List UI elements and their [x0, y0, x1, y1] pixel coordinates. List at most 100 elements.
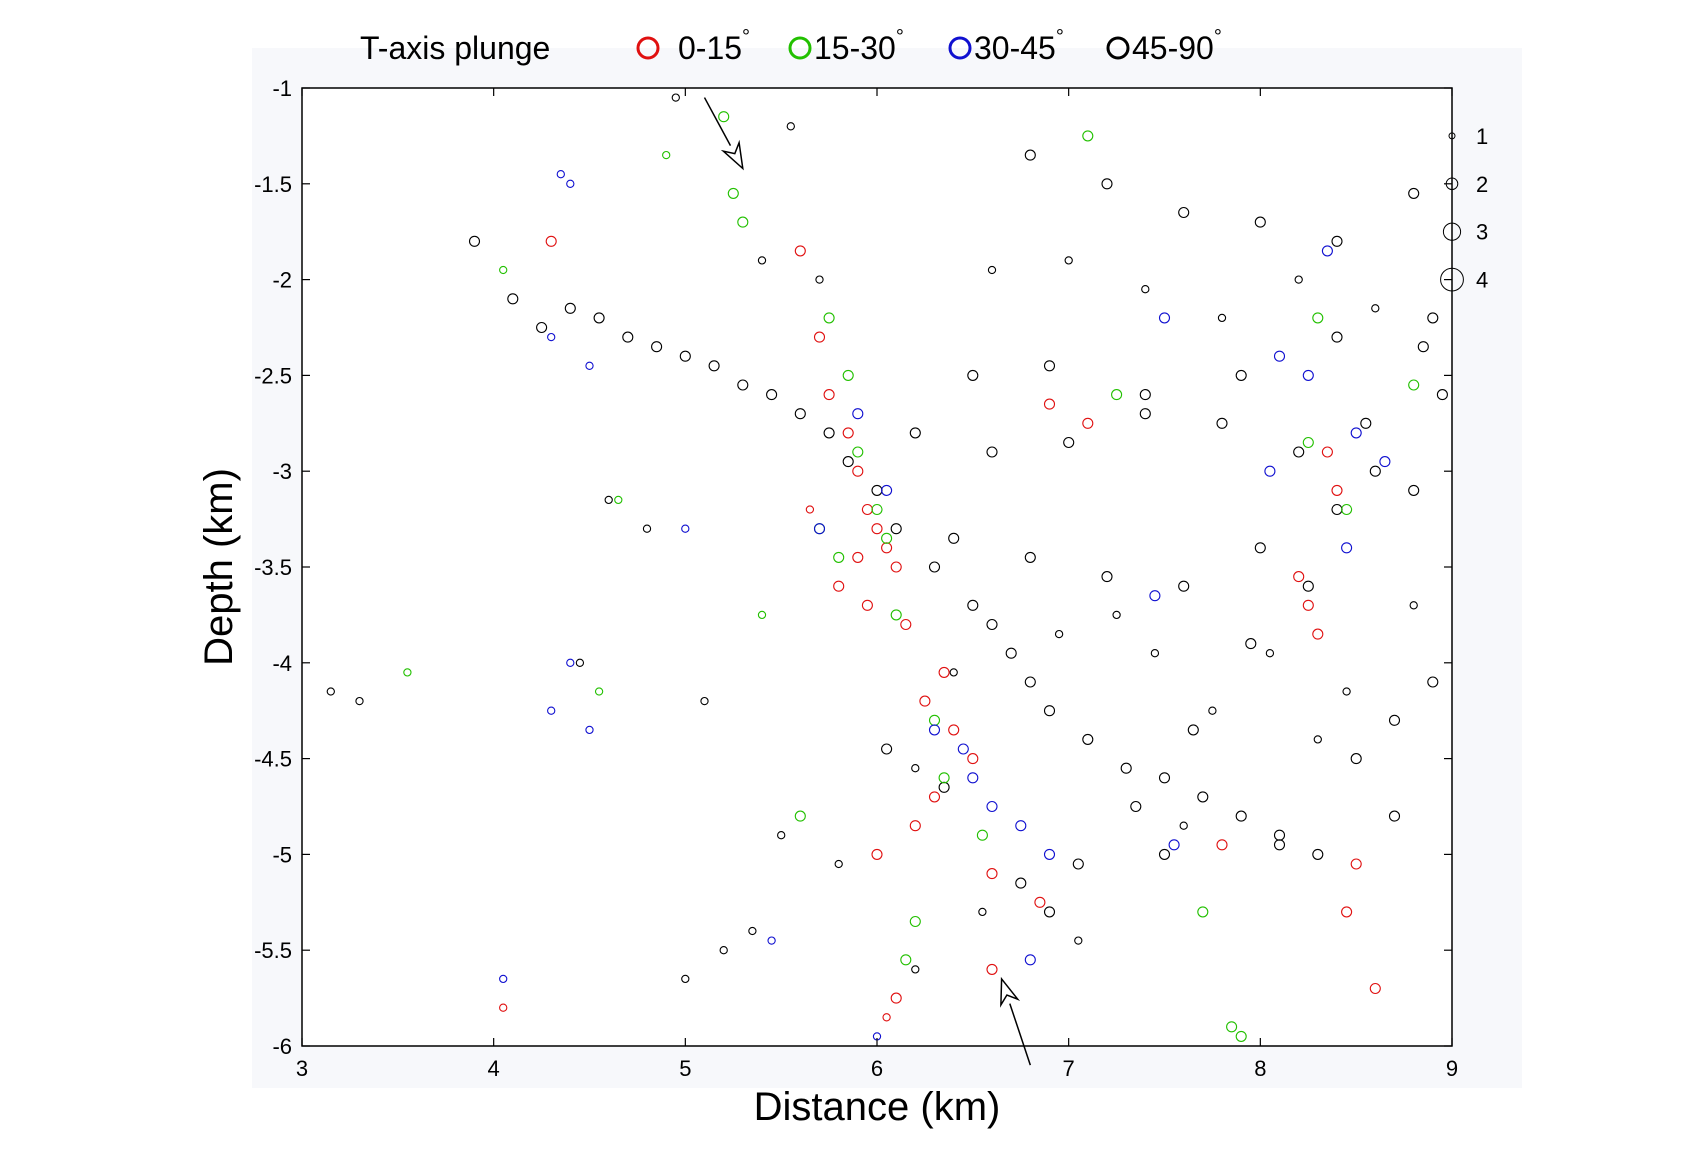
data-point — [986, 618, 998, 631]
data-point — [871, 503, 883, 516]
data-point — [1015, 877, 1027, 889]
data-point — [1341, 503, 1353, 516]
data-point — [1112, 610, 1121, 620]
legend-marker — [1106, 36, 1130, 60]
data-point — [614, 495, 623, 505]
data-point — [1245, 638, 1257, 650]
data-point — [1043, 360, 1056, 372]
y-tick-label: -2 — [272, 268, 292, 293]
data-point — [1313, 735, 1322, 744]
x-tick-label: 7 — [1063, 1056, 1075, 1081]
data-point — [871, 523, 883, 535]
data-point — [662, 150, 671, 160]
data-point — [911, 764, 920, 773]
data-point — [978, 907, 987, 917]
data-point — [1388, 714, 1401, 726]
data-point — [700, 696, 709, 706]
data-point — [786, 122, 795, 131]
data-point — [938, 772, 950, 784]
legend-label: 0-15° — [678, 26, 750, 66]
data-point — [777, 831, 786, 840]
data-point — [1158, 772, 1171, 784]
data-point — [1178, 580, 1190, 592]
data-point — [1120, 762, 1132, 774]
x-tick-label: 8 — [1254, 1056, 1266, 1081]
data-point — [499, 265, 508, 275]
data-point — [1254, 216, 1266, 228]
data-point — [499, 1003, 508, 1012]
data-point — [967, 599, 979, 611]
data-point — [852, 446, 864, 458]
magnitude-marker — [1445, 177, 1459, 191]
data-point — [1350, 753, 1362, 765]
data-point — [547, 332, 556, 342]
data-point — [986, 868, 998, 880]
data-point — [834, 859, 843, 869]
data-point — [986, 800, 998, 813]
scatter-points — [326, 93, 1448, 1042]
data-point — [909, 820, 921, 832]
data-point — [1273, 350, 1286, 362]
data-point — [545, 235, 557, 247]
data-point — [1312, 848, 1324, 860]
annotation-arrow-shaft — [703, 97, 732, 146]
data-point — [355, 696, 364, 706]
y-tick-label: -6 — [272, 1034, 292, 1059]
data-point — [881, 484, 893, 496]
magnitude-scale: 1 2 3 4 — [1440, 124, 1488, 293]
legend-entries: 0-15° 15-30° 30-45° 45-90° — [636, 26, 1222, 66]
data-point — [1015, 820, 1027, 832]
data-point — [1197, 906, 1209, 918]
data-point — [948, 724, 960, 736]
legend-marker — [948, 36, 972, 60]
data-point — [1054, 629, 1064, 639]
data-point — [967, 753, 979, 765]
data-point — [871, 848, 883, 860]
data-point — [671, 93, 680, 102]
data-point — [1072, 858, 1084, 870]
data-point — [566, 658, 575, 667]
data-point — [976, 829, 988, 841]
data-point — [967, 772, 979, 784]
data-point — [1063, 436, 1075, 449]
data-point — [1111, 389, 1123, 401]
data-point — [957, 743, 969, 755]
annotations — [703, 97, 1032, 1066]
data-point — [1409, 601, 1418, 610]
magnitude-label: 2 — [1476, 172, 1488, 197]
data-point — [1024, 149, 1036, 161]
x-axis-title: Distance (km) — [754, 1085, 1001, 1129]
data-point — [403, 668, 412, 677]
data-point — [1264, 465, 1276, 477]
data-point — [911, 965, 920, 974]
data-point — [585, 361, 594, 370]
data-point — [1197, 791, 1209, 803]
data-point — [1350, 858, 1362, 870]
x-tick-label: 5 — [679, 1056, 691, 1081]
annotation-arrow-head — [1000, 976, 1021, 1008]
data-point — [1208, 706, 1217, 715]
data-point — [748, 926, 757, 936]
y-tick-label: -1.5 — [254, 172, 292, 197]
data-point — [767, 936, 776, 945]
data-point — [881, 743, 893, 755]
data-point — [1331, 484, 1343, 496]
data-point — [1350, 427, 1362, 439]
legend-label: 45-90° — [1132, 26, 1222, 66]
data-point — [813, 523, 826, 535]
data-point — [890, 523, 902, 535]
data-point — [890, 609, 902, 621]
data-point — [1379, 456, 1391, 468]
data-point — [861, 599, 873, 611]
data-point — [507, 293, 519, 305]
data-point — [556, 170, 565, 179]
data-point — [1074, 936, 1083, 945]
data-point — [1417, 341, 1429, 353]
data-point — [1139, 408, 1151, 420]
data-point — [1216, 417, 1228, 429]
legend-degree: ° — [896, 26, 904, 48]
data-point — [1331, 235, 1343, 247]
data-point — [727, 187, 739, 199]
data-point — [948, 532, 960, 544]
